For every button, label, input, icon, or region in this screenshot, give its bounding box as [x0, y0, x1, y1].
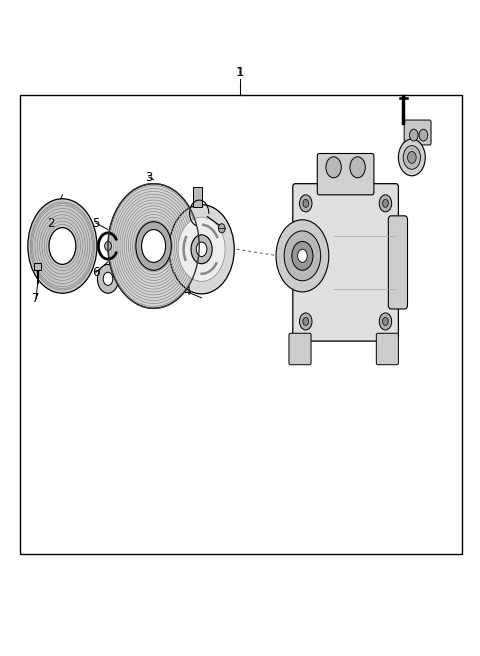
Text: 1: 1 — [236, 66, 244, 79]
Bar — [20, 95, 462, 554]
Circle shape — [350, 157, 365, 178]
Circle shape — [303, 318, 309, 325]
Circle shape — [379, 313, 392, 330]
Circle shape — [136, 222, 171, 270]
FancyBboxPatch shape — [404, 120, 431, 145]
FancyBboxPatch shape — [388, 216, 408, 309]
Circle shape — [142, 230, 166, 262]
Text: 5: 5 — [92, 216, 100, 230]
Circle shape — [49, 228, 76, 264]
Circle shape — [284, 231, 321, 281]
Circle shape — [403, 146, 420, 169]
FancyBboxPatch shape — [289, 333, 311, 365]
Text: 7: 7 — [32, 292, 40, 305]
Circle shape — [178, 217, 225, 281]
Circle shape — [300, 195, 312, 212]
Text: 4: 4 — [183, 285, 191, 298]
Circle shape — [191, 235, 212, 264]
Circle shape — [218, 224, 225, 233]
Circle shape — [298, 249, 307, 262]
Circle shape — [379, 195, 392, 212]
Circle shape — [383, 318, 388, 325]
Circle shape — [300, 313, 312, 330]
Circle shape — [408, 152, 416, 163]
FancyBboxPatch shape — [293, 184, 398, 341]
Circle shape — [276, 220, 329, 292]
Text: 3: 3 — [145, 171, 153, 184]
Circle shape — [105, 241, 111, 251]
Circle shape — [108, 184, 199, 308]
Circle shape — [97, 264, 119, 293]
Circle shape — [196, 242, 207, 256]
Text: 1: 1 — [236, 66, 244, 79]
Circle shape — [383, 199, 388, 207]
FancyBboxPatch shape — [317, 154, 374, 195]
Circle shape — [419, 129, 428, 141]
Circle shape — [398, 139, 425, 176]
Text: 6: 6 — [92, 266, 100, 279]
Circle shape — [103, 272, 113, 285]
FancyBboxPatch shape — [376, 333, 398, 365]
Circle shape — [409, 129, 418, 141]
Text: 2: 2 — [47, 216, 54, 230]
Bar — [193, 187, 202, 207]
Circle shape — [169, 205, 234, 294]
Circle shape — [292, 241, 313, 270]
Bar — [34, 263, 41, 270]
Circle shape — [28, 199, 97, 293]
Circle shape — [326, 157, 341, 178]
Circle shape — [303, 199, 309, 207]
